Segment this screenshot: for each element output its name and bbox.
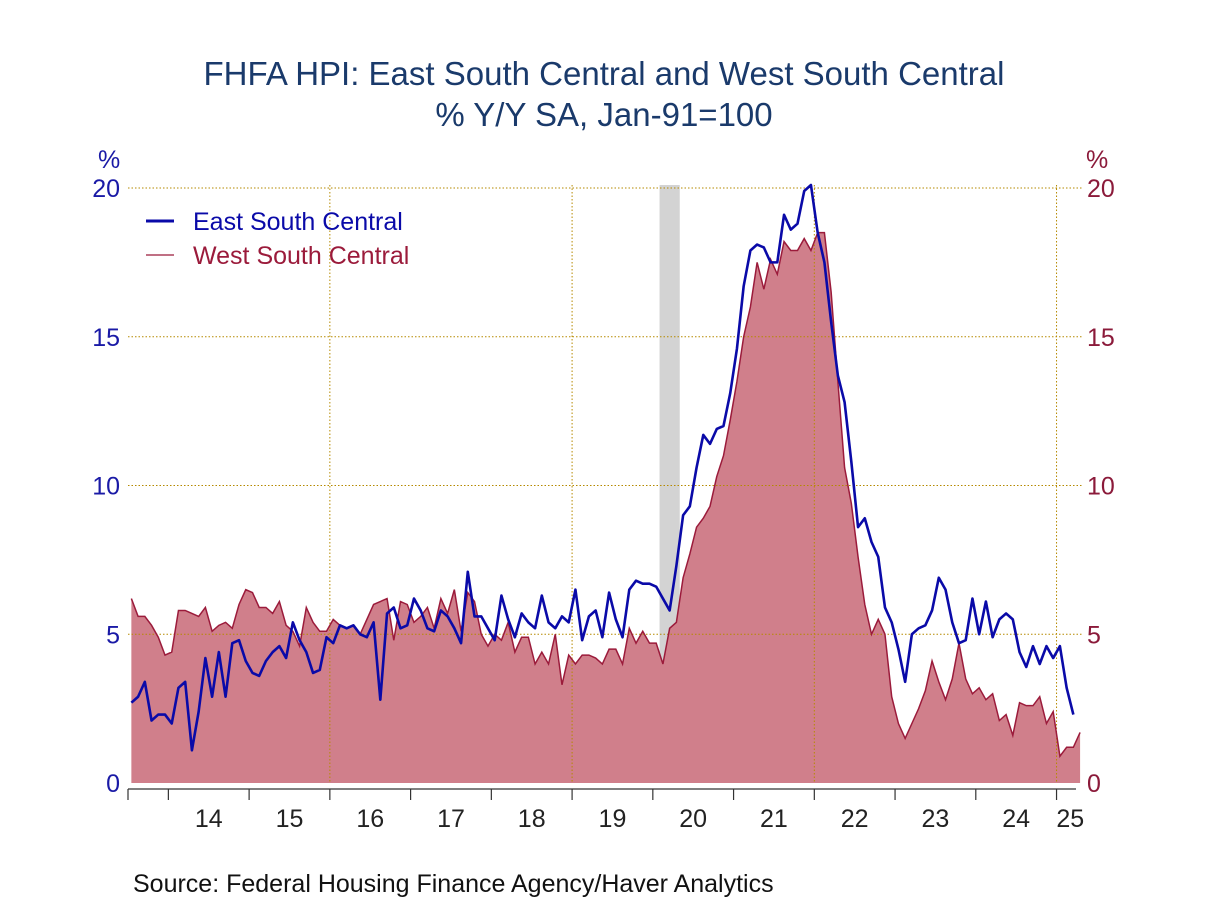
source-note: Source: Federal Housing Finance Agency/H… <box>133 870 774 898</box>
y-tick-label-left: 5 <box>106 621 120 649</box>
x-tick-label: 20 <box>679 805 707 833</box>
x-tick-label: 15 <box>276 805 304 833</box>
y-tick-label-left: 20 <box>92 175 120 203</box>
west-series-area-layer <box>131 232 1081 783</box>
left-axis-unit: % <box>98 146 121 174</box>
y-tick-label-right: 0 <box>1087 770 1101 798</box>
y-tick-label-right: 5 <box>1087 621 1101 649</box>
legend: East South Central West South Central <box>146 208 409 270</box>
series-lines <box>130 183 1081 759</box>
x-tick-label: 16 <box>356 805 384 833</box>
y-tick-label-right: 15 <box>1087 324 1115 352</box>
x-tick-label: 14 <box>195 805 223 833</box>
legend-west-label: West South Central <box>193 242 409 270</box>
series-west-south-central-area <box>131 232 1081 783</box>
chart-title: FHFA HPI: East South Central and West So… <box>203 55 1005 92</box>
x-tick-label: 23 <box>922 805 950 833</box>
chart-subtitle: % Y/Y SA, Jan-91=100 <box>435 96 773 133</box>
x-tick-label: 24 <box>1002 805 1030 833</box>
y-tick-label-right: 10 <box>1087 473 1115 501</box>
x-tick-label: 22 <box>841 805 869 833</box>
y-tick-label-left: 15 <box>92 324 120 352</box>
x-tick-label: 18 <box>518 805 546 833</box>
y-tick-label-right: 20 <box>1087 175 1115 203</box>
x-tick-label: 25 <box>1056 805 1084 833</box>
x-tick-label: 17 <box>437 805 465 833</box>
series-west-south-central-line <box>130 231 1081 759</box>
y-tick-label-left: 0 <box>106 770 120 798</box>
x-tick-label: 21 <box>760 805 788 833</box>
y-tick-label-left: 10 <box>92 473 120 501</box>
x-tick-label: 19 <box>599 805 627 833</box>
right-axis-unit: % <box>1086 146 1109 174</box>
legend-east-label: East South Central <box>193 208 403 236</box>
gridlines <box>128 185 1082 783</box>
series-east-south-central-line <box>130 183 1075 752</box>
